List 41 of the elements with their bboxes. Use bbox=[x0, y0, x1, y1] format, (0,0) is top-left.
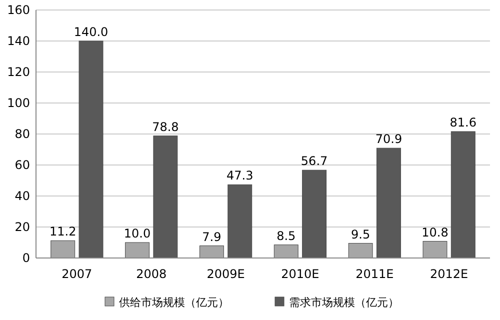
bar bbox=[153, 136, 178, 258]
bar bbox=[50, 240, 76, 258]
bar bbox=[422, 241, 448, 258]
x-tick-label: 2012E bbox=[430, 267, 468, 281]
data-label: 70.9 bbox=[375, 132, 402, 146]
x-tick-label: 2010E bbox=[281, 267, 320, 281]
bar bbox=[78, 40, 104, 258]
y-tick-label: 140 bbox=[7, 34, 30, 48]
bar bbox=[450, 131, 476, 258]
y-tick-label: 0 bbox=[22, 251, 30, 266]
bar bbox=[125, 242, 150, 258]
data-label: 81.6 bbox=[450, 116, 477, 130]
data-label: 140.0 bbox=[74, 25, 108, 39]
bar bbox=[302, 170, 327, 258]
y-tick-label: 20 bbox=[14, 220, 30, 234]
y-tick-label: 100 bbox=[7, 96, 30, 110]
data-label: 7.9 bbox=[202, 230, 222, 244]
x-tick-label: 2011E bbox=[356, 267, 394, 281]
x-tick-label: 2009E bbox=[206, 267, 245, 281]
bar bbox=[348, 243, 373, 258]
y-tick-label: 120 bbox=[7, 65, 30, 80]
data-label: 78.8 bbox=[152, 120, 179, 134]
legend-label: 供给市场规模（亿元） bbox=[119, 296, 229, 309]
data-label: 10.0 bbox=[124, 226, 151, 240]
bar bbox=[376, 148, 401, 258]
data-label: 56.7 bbox=[300, 154, 328, 168]
data-label: 47.3 bbox=[226, 168, 254, 183]
x-tick-label: 2008 bbox=[136, 267, 167, 281]
data-label: 11.2 bbox=[49, 224, 76, 239]
legend-label: 需求市场规模（亿元） bbox=[289, 296, 399, 309]
bar bbox=[228, 184, 252, 258]
data-label: 10.8 bbox=[422, 225, 448, 240]
y-tick-label: 160 bbox=[7, 3, 30, 18]
y-tick-label: 60 bbox=[14, 158, 30, 172]
bar bbox=[274, 244, 298, 258]
y-tick-label: 40 bbox=[14, 189, 30, 204]
y-tick-label: 80 bbox=[14, 127, 30, 142]
data-label: 9.5 bbox=[351, 227, 370, 242]
x-tick-label: 2007 bbox=[62, 267, 92, 281]
data-label: 8.5 bbox=[276, 228, 296, 243]
bar bbox=[199, 246, 224, 258]
